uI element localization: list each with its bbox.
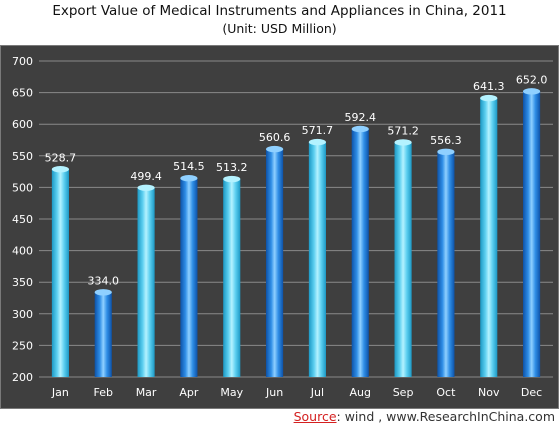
bar-cap	[351, 125, 369, 133]
y-tick-label: 300	[12, 308, 33, 321]
y-tick-label: 450	[12, 213, 33, 226]
bar-cap	[266, 145, 284, 153]
x-tick-label: Nov	[478, 386, 500, 399]
bar-body	[480, 98, 498, 378]
bar-body	[180, 178, 198, 377]
y-tick-label: 500	[12, 181, 33, 194]
x-tick-label: Apr	[179, 386, 199, 399]
bar-cap	[180, 175, 198, 182]
data-label: 528.7	[45, 151, 77, 164]
bar-jun	[266, 145, 284, 377]
bar-body	[394, 142, 412, 377]
bar-cap	[94, 289, 112, 296]
data-label: 556.3	[430, 134, 462, 147]
x-tick-label: Jul	[310, 386, 324, 399]
x-tick-label: Aug	[350, 386, 371, 399]
data-label: 514.5	[173, 160, 205, 173]
x-tick-label: May	[220, 386, 243, 399]
data-label: 592.4	[345, 111, 377, 124]
y-tick-label: 650	[12, 87, 33, 100]
y-tick-label: 600	[12, 118, 33, 131]
bar-body	[523, 91, 541, 377]
source-text: : wind , www.ResearchInChina.com	[336, 409, 555, 424]
y-tick-label: 700	[12, 55, 33, 68]
bar-cap	[51, 166, 69, 173]
data-label: 652.0	[516, 73, 548, 86]
source-label: Source	[293, 409, 337, 424]
bar-may	[223, 175, 241, 377]
bar-sep	[394, 139, 412, 377]
bar-body	[137, 187, 155, 377]
data-label: 571.2	[387, 124, 419, 137]
bar-cap	[523, 88, 541, 95]
data-label: 560.6	[259, 131, 291, 144]
chart-title: Export Value of Medical Instruments and …	[52, 3, 507, 19]
bar-cap	[437, 148, 455, 156]
bar-body	[51, 169, 69, 377]
bar-layer	[51, 88, 541, 378]
data-label: 513.2	[216, 161, 248, 174]
bar-cap	[394, 139, 412, 146]
x-tick-label: Mar	[136, 386, 157, 399]
bar-cap	[137, 184, 155, 191]
bar-cap	[308, 138, 326, 146]
bar-feb	[94, 289, 112, 377]
data-label-layer: 528.7 334.0 499.4 514.5 513.2 560.6 571.7 592.4…	[45, 73, 548, 287]
bar-oct	[437, 148, 455, 377]
bar-mar	[137, 184, 155, 377]
bar-body	[94, 292, 112, 377]
x-axis: Jan Feb Mar Apr May Jun Jul Aug Sep Oct Nov Dec	[51, 386, 542, 399]
bar-body	[437, 151, 455, 377]
y-tick-label: 200	[12, 371, 33, 384]
x-tick-label: Oct	[436, 386, 456, 399]
data-label: 571.7	[302, 124, 334, 137]
y-tick-label: 250	[12, 339, 33, 352]
x-tick-label: Sep	[393, 386, 414, 399]
bar-aug	[351, 125, 369, 377]
bar-chart: 200 250 300 350 400 450 500 550 600 650 700 528.7 3…	[12, 55, 553, 399]
y-tick-label: 550	[12, 150, 33, 163]
bar-apr	[180, 175, 198, 377]
y-axis: 200 250 300 350 400 450 500 550 600 650 700	[12, 55, 33, 384]
y-tick-label: 350	[12, 276, 33, 289]
x-tick-label: Jan	[51, 386, 69, 399]
x-tick-label: Dec	[521, 386, 542, 399]
data-label: 641.3	[473, 80, 505, 93]
bar-body	[351, 129, 369, 377]
source-note: Source: wind , www.ResearchInChina.com	[0, 408, 555, 426]
bar-cap	[480, 94, 498, 102]
bar-jul	[308, 138, 326, 377]
bar-nov	[480, 94, 498, 378]
bar-dec	[523, 88, 541, 377]
bar-body	[308, 142, 326, 377]
bar-cap	[223, 175, 241, 183]
bar-body	[266, 149, 284, 377]
x-tick-label: Jun	[265, 386, 283, 399]
bar-body	[223, 179, 241, 377]
x-tick-label: Feb	[94, 386, 113, 399]
y-tick-label: 400	[12, 245, 33, 258]
grid-layer	[39, 60, 553, 378]
chart-subtitle: (Unit: USD Million)	[222, 21, 337, 36]
chart-area: 200 250 300 350 400 450 500 550 600 650 700 528.7 3…	[0, 45, 559, 409]
data-label: 499.4	[130, 170, 162, 183]
bar-jan	[51, 166, 69, 377]
data-label: 334.0	[88, 274, 120, 287]
